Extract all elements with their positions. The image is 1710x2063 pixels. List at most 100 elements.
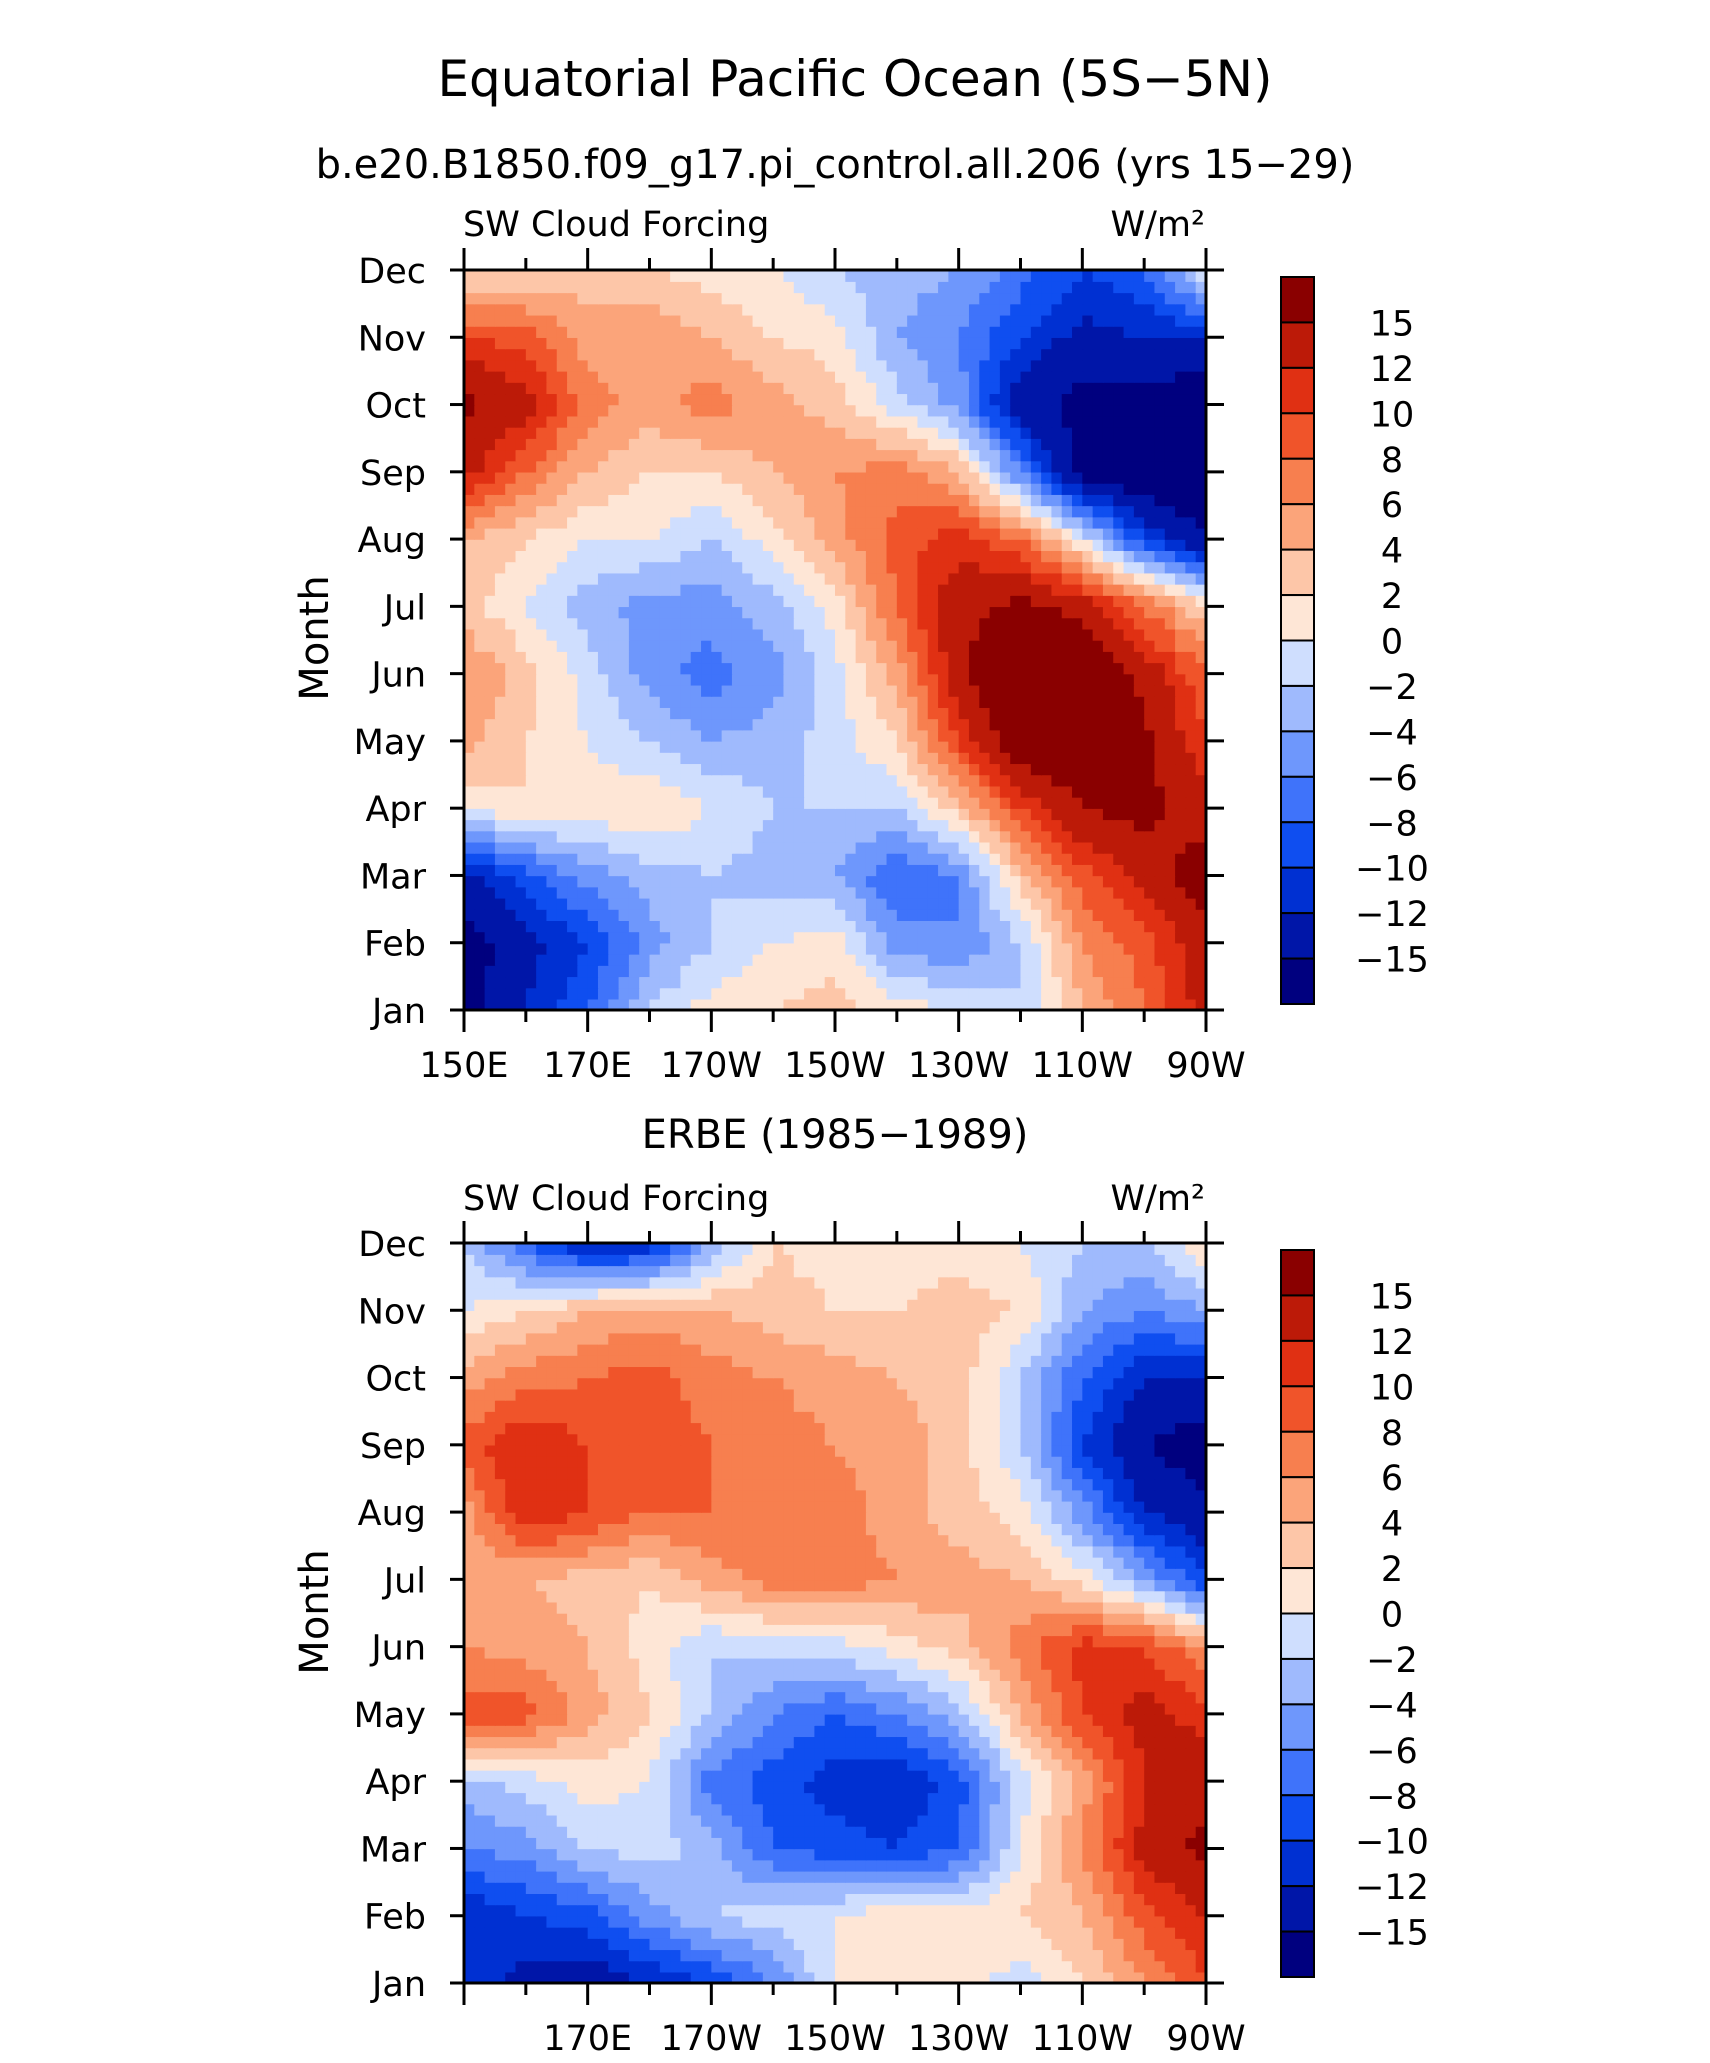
heatmap-cell [742,741,753,753]
heatmap-cell [1031,494,1042,506]
heatmap-cell [670,775,681,787]
heatmap-cell [794,472,805,484]
heatmap-cell [969,326,980,338]
heatmap-cell [722,461,733,473]
heatmap-cell [959,326,970,338]
heatmap-cell [474,1961,485,1973]
heatmap-cell [814,550,825,562]
heatmap-cell [1103,752,1114,764]
heatmap-cell [608,932,619,944]
heatmap-cell [670,887,681,899]
colorbar-label: −6 [1366,759,1418,799]
heatmap-cell [732,371,743,383]
heatmap-cell [845,909,856,921]
heatmap-cell [928,696,939,708]
heatmap-cell [928,427,939,439]
heatmap-cell [608,674,619,686]
heatmap-cell [1021,517,1032,529]
heatmap-cell [917,808,928,820]
heatmap-cell [814,270,825,282]
heatmap-cell [485,573,496,585]
heatmap-cell [825,1961,836,1973]
heatmap-cell [938,438,949,450]
colorbar-label: 4 [1381,532,1403,572]
heatmap-cell [897,965,908,977]
heatmap-cell [526,898,537,910]
heatmap-cell [485,382,496,394]
heatmap-cell [1031,707,1042,719]
heatmap-cell [1062,775,1073,787]
heatmap-cell [804,427,815,439]
heatmap-cell [1103,965,1114,977]
heatmap-cell [711,483,722,495]
heatmap-cell [1041,819,1052,831]
heatmap-cell [1185,562,1196,574]
heatmap-cell [660,932,671,944]
heatmap-cell [629,662,640,674]
heatmap-cell [567,875,578,887]
heatmap-cell [619,1961,630,1973]
heatmap-cell [814,707,825,719]
heatmap-cell [567,651,578,663]
heatmap-cell [1000,382,1011,394]
heatmap-cell [505,988,516,1000]
heatmap-cell [619,842,630,854]
heatmap-cell [495,494,506,506]
heatmap-cell [588,831,599,843]
heatmap-cell [887,472,898,484]
heatmap-cell [598,371,609,383]
heatmap-cell [680,438,691,450]
heatmap-cell [1154,640,1165,652]
heatmap-cell [1051,326,1062,338]
heatmap-cell [526,909,537,921]
heatmap-cell [969,505,980,517]
heatmap-cell [969,270,980,282]
heatmap-cell [598,326,609,338]
heatmap-cell [969,427,980,439]
heatmap-cell [1082,292,1093,304]
heatmap-cell [1062,640,1073,652]
heatmap-cell [835,707,846,719]
heatmap-cell [1072,281,1083,293]
heatmap-cell [577,853,588,865]
heatmap-cell [938,494,949,506]
heatmap-cell [546,842,557,854]
heatmap-cell [629,606,640,618]
heatmap-cell [866,494,877,506]
heatmap-cell [598,606,609,618]
heatmap-cell [608,887,619,899]
heatmap-cell [598,853,609,865]
heatmap-cell [546,909,557,921]
heatmap-cell [1082,371,1093,383]
heatmap-cell [567,707,578,719]
heatmap-cell [773,562,784,574]
heatmap-cell [794,1961,805,1973]
heatmap-cell [464,976,475,988]
heatmap-cell [948,427,959,439]
heatmap-cell [608,550,619,562]
heatmap-cell [680,427,691,439]
heatmap-cell [577,427,588,439]
heatmap-cell [835,315,846,327]
heatmap-cell [495,775,506,787]
heatmap-cell [794,674,805,686]
heatmap-cell [495,954,506,966]
heatmap-cell [814,539,825,551]
heatmap-cell [773,696,784,708]
heatmap-cell [783,1961,794,1973]
heatmap-cell [619,472,630,484]
heatmap-cell [1093,494,1104,506]
heatmap-cell [474,595,485,607]
heatmap-cell [907,718,918,730]
heatmap-cell [959,562,970,574]
heatmap-cell [670,337,681,349]
heatmap-cell [1165,449,1176,461]
heatmap-cell [629,909,640,921]
heatmap-cell [680,326,691,338]
heatmap-cell [1154,326,1165,338]
heatmap-cell [608,270,619,282]
heatmap-cell [979,842,990,854]
heatmap-cell [619,438,630,450]
heatmap-cell [917,281,928,293]
heatmap-cell [701,909,712,921]
